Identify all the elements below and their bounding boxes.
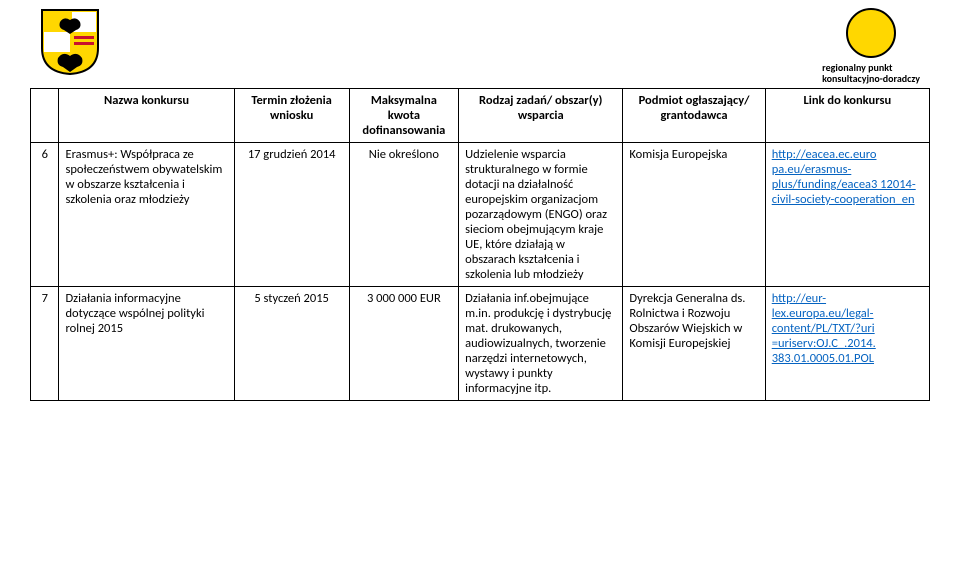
circle-logo-icon — [846, 8, 896, 58]
cell-rodzaj: Udzielenie wsparcia strukturalnego w for… — [459, 143, 623, 287]
table-container: Nazwa konkursu Termin złożenia wniosku M… — [0, 88, 960, 401]
col-kwota: Maksymalna kwota dofinansowania — [349, 89, 459, 143]
cell-link: http://eur-lex.europa.eu/legal-content/P… — [765, 287, 929, 401]
cell-rodzaj: Działania inf.obejmujące m.in. produkcję… — [459, 287, 623, 401]
cell-nazwa: Działania informacyjne dotyczące wspólne… — [59, 287, 234, 401]
col-num — [31, 89, 59, 143]
coat-of-arms-icon — [40, 8, 100, 76]
logo-right: regionalny punkt konsultacyjno-doradczy — [822, 8, 920, 84]
cell-kwota: 3 000 000 EUR — [349, 287, 459, 401]
cell-num: 6 — [31, 143, 59, 287]
logo-text: regionalny punkt konsultacyjno-doradczy — [822, 62, 920, 84]
cell-podmiot: Dyrekcja Generalna ds. Rolnictwa i Rozwo… — [623, 287, 765, 401]
table-header-row: Nazwa konkursu Termin złożenia wniosku M… — [31, 89, 930, 143]
cell-termin: 17 grudzień 2014 — [234, 143, 349, 287]
col-termin: Termin złożenia wniosku — [234, 89, 349, 143]
cell-termin: 5 styczeń 2015 — [234, 287, 349, 401]
row-link[interactable]: http://eacea.ec.euro pa.eu/erasmus-plus/… — [772, 147, 916, 207]
cell-nazwa: Erasmus+: Współpraca ze społeczeństwem o… — [59, 143, 234, 287]
col-podmiot: Podmiot ogłaszający/ grantodawca — [623, 89, 765, 143]
page-header: regionalny punkt konsultacyjno-doradczy — [0, 0, 960, 88]
table-row: 6 Erasmus+: Współpraca ze społeczeństwem… — [31, 143, 930, 287]
cell-kwota: Nie określono — [349, 143, 459, 287]
cell-link: http://eacea.ec.euro pa.eu/erasmus-plus/… — [765, 143, 929, 287]
logo-line2: konsultacyjno-doradczy — [822, 73, 920, 84]
grants-table: Nazwa konkursu Termin złożenia wniosku M… — [30, 88, 930, 401]
row-link[interactable]: http://eur-lex.europa.eu/legal-content/P… — [772, 291, 876, 366]
cell-num: 7 — [31, 287, 59, 401]
col-rodzaj: Rodzaj zadań/ obszar(y) wsparcia — [459, 89, 623, 143]
table-row: 7 Działania informacyjne dotyczące wspól… — [31, 287, 930, 401]
col-link: Link do konkursu — [765, 89, 929, 143]
cell-podmiot: Komisja Europejska — [623, 143, 765, 287]
col-nazwa: Nazwa konkursu — [59, 89, 234, 143]
